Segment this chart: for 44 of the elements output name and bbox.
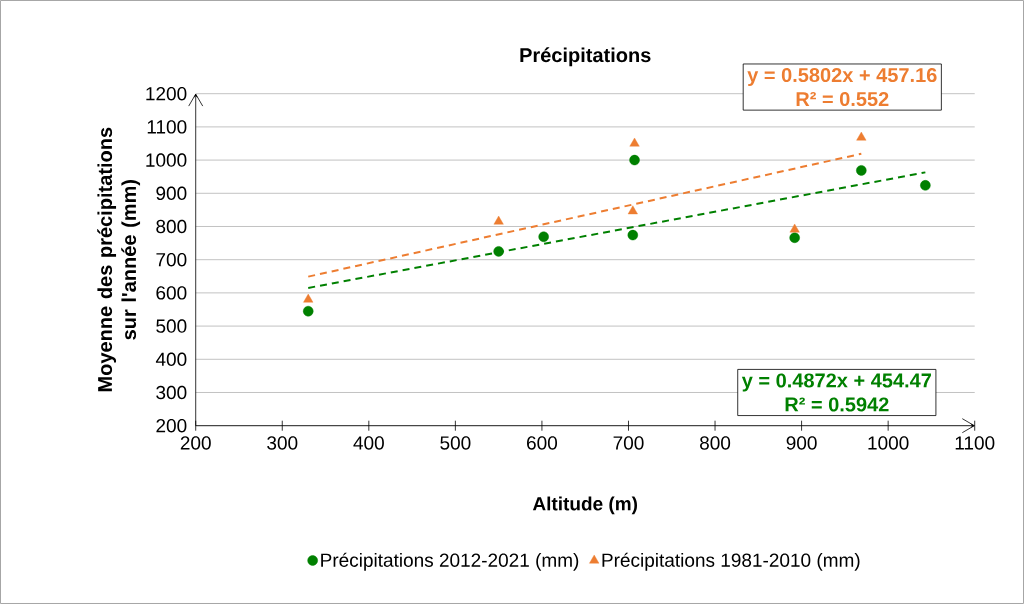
point <box>493 246 504 257</box>
y-tick-label: 200 <box>156 418 187 433</box>
x-tick-label: 300 <box>267 436 298 450</box>
y-tick-label: 1000 <box>146 153 187 167</box>
x-tick-label: 1000 <box>868 436 909 450</box>
x-tick-label: 400 <box>353 436 384 450</box>
y-tick-label: 1100 <box>147 120 187 134</box>
point <box>493 215 504 225</box>
x-tick-label: 700 <box>613 436 644 450</box>
y-tick-label: 300 <box>156 385 187 400</box>
point <box>627 229 639 241</box>
chart-title: Précipitations <box>520 47 651 67</box>
y-tick-label: 900 <box>156 186 187 201</box>
point <box>856 131 867 141</box>
x-axis-title: Altitude (m) <box>532 496 638 515</box>
point <box>629 154 640 166</box>
point <box>303 293 314 303</box>
annotation: R² = 0.552 <box>796 91 889 107</box>
point <box>789 232 800 243</box>
x-tick-label: 900 <box>786 436 817 450</box>
point <box>920 180 931 191</box>
point <box>856 165 867 176</box>
y-tick-label: 500 <box>156 319 187 333</box>
y-tick-label: 1200 <box>146 86 187 101</box>
text: y = 0.5802x + 457.16 <box>747 67 937 87</box>
x-tick-label: 800 <box>700 436 731 450</box>
legend-label: Précipitations 1981-2010 (mm) <box>602 552 860 571</box>
annotation: y = 0.4872x + 454.47 <box>741 373 931 392</box>
point <box>627 205 638 215</box>
y-tick-label: 600 <box>156 286 187 300</box>
x-tick-label: 200 <box>180 436 211 450</box>
point <box>789 223 800 233</box>
annotation: R² = 0.5942 <box>785 397 889 412</box>
x-tick-label: 1100 <box>955 436 995 450</box>
legend-label: Précipitations 2012-2021 (mm) <box>321 552 579 571</box>
y-tick-label: 700 <box>156 252 187 267</box>
x-tick-label: 600 <box>527 436 558 450</box>
y-axis-title: Moyenne des précipitations sur l'année (mm) <box>97 127 141 392</box>
y-tick-label: 800 <box>156 219 187 234</box>
y-tick-label: 400 <box>155 352 187 367</box>
point <box>629 137 640 147</box>
x-tick-label: 500 <box>440 436 471 450</box>
point <box>538 231 549 242</box>
point <box>303 305 314 317</box>
